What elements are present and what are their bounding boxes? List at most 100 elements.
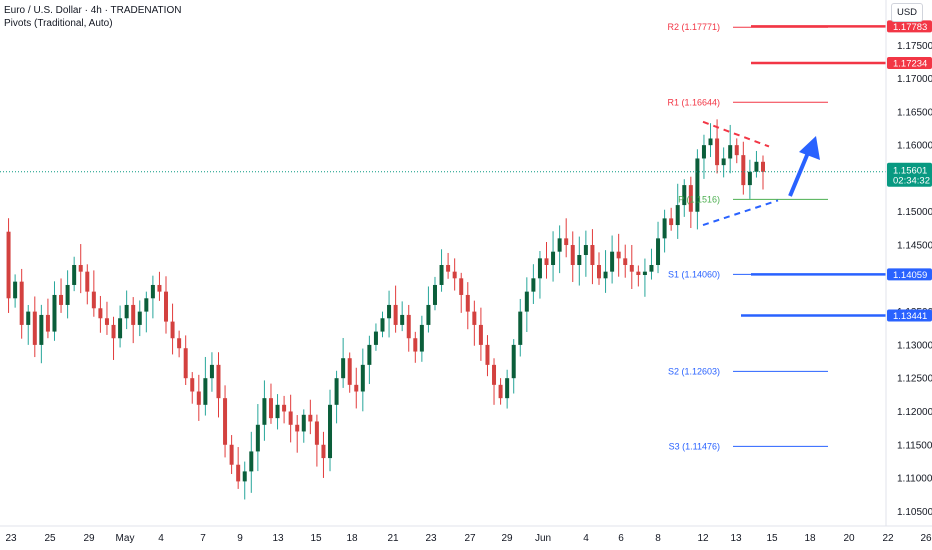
- candle-body: [465, 294, 470, 312]
- time-tick-label: 26: [920, 533, 932, 544]
- time-tick-label: Jun: [535, 533, 551, 544]
- candle-body: [419, 324, 424, 352]
- time-tick-label: 15: [766, 533, 778, 544]
- candle-body: [39, 314, 44, 345]
- candle-body: [701, 145, 706, 159]
- candle-body: [577, 255, 582, 265]
- candle-body: [360, 364, 365, 392]
- resistance-trendline: [702, 120, 770, 148]
- candle-body: [741, 155, 746, 186]
- candle-body: [262, 398, 267, 425]
- pivot-label: P (1.1516): [678, 194, 720, 204]
- candle-body: [52, 294, 57, 332]
- price-tick-label: 1.16000: [897, 141, 932, 152]
- price-tick-label: 1.12000: [897, 407, 932, 418]
- projection-arrow-head: [799, 136, 820, 160]
- candle-body: [682, 185, 687, 206]
- candle-body: [282, 404, 287, 412]
- time-tick-label: 29: [501, 533, 513, 544]
- candle-body: [636, 271, 641, 275]
- candle-body: [72, 264, 77, 285]
- chart-legend-indicator[interactable]: Pivots (Traditional, Auto): [4, 18, 113, 29]
- candle-body: [728, 145, 733, 159]
- candle-body: [111, 324, 116, 339]
- candle-body: [721, 158, 726, 166]
- candle-body: [98, 308, 103, 319]
- candle-body: [301, 414, 306, 432]
- candle-body: [157, 284, 162, 292]
- candle-body: [19, 281, 24, 325]
- price-tick-label: 1.16500: [897, 107, 932, 118]
- candle-body: [426, 304, 431, 325]
- candle-body: [354, 384, 359, 392]
- pivot-label: R1 (1.16644): [667, 97, 720, 107]
- candle-body: [183, 348, 188, 379]
- time-tick-label: 15: [310, 533, 322, 544]
- price-badge-label: 1.13441: [893, 311, 927, 322]
- candle-body: [59, 294, 64, 305]
- candle-body: [629, 264, 634, 272]
- candle-body: [308, 414, 313, 422]
- price-badges: 1.17783 1.17234 1.14059 1.13441 1.1560102:34…: [887, 20, 932, 322]
- candle-body: [754, 161, 759, 172]
- pivot-label: R2 (1.17771): [667, 22, 720, 32]
- candle-body: [150, 284, 155, 299]
- candle-body: [91, 291, 96, 309]
- candle-body: [328, 404, 333, 459]
- time-tick-label: 20: [843, 533, 855, 544]
- chart-legend-title[interactable]: Euro / U.S. Dollar · 4h · TRADENATION: [4, 5, 182, 16]
- candle-body: [708, 138, 713, 146]
- time-tick-label: 12: [697, 533, 709, 544]
- candle-body: [268, 398, 273, 419]
- last-price-countdown: 02:34:32: [893, 176, 930, 187]
- price-tick-label: 1.11000: [897, 474, 932, 485]
- price-badge: [887, 56, 932, 69]
- candle-body: [669, 218, 674, 226]
- candle-body: [478, 324, 483, 345]
- price-tick-label: 1.14500: [897, 241, 932, 252]
- candle-body: [610, 251, 615, 272]
- time-tick-label: 27: [464, 533, 476, 544]
- price-badge-label: 1.17783: [893, 22, 927, 33]
- time-tick-label: 6: [618, 533, 624, 544]
- candle-body: [675, 205, 680, 226]
- candle-body: [688, 185, 693, 212]
- level-lines-layer: R2 (1.17771) R1 (1.16644) P (1.1516) S1 (1.…: [0, 22, 886, 451]
- candle-body: [170, 321, 175, 339]
- price-badge: [887, 309, 932, 322]
- pivot-label: S3 (1.11476): [669, 441, 720, 451]
- last-price-badge: [887, 162, 932, 187]
- time-tick-label: 13: [272, 533, 284, 544]
- candle-body: [137, 311, 142, 325]
- candle-body: [557, 238, 562, 252]
- candle-body: [446, 264, 451, 272]
- time-tick-label: 4: [158, 533, 164, 544]
- candle-body: [524, 291, 529, 312]
- candle-body: [177, 338, 182, 349]
- candle-body: [485, 344, 490, 365]
- candle-body: [616, 251, 621, 259]
- candle-body: [715, 138, 720, 166]
- pivot-label: S1 (1.14060): [668, 269, 720, 279]
- candle-body: [341, 358, 346, 379]
- candle-body: [400, 314, 405, 325]
- candle-body: [662, 218, 667, 239]
- candle-body: [649, 264, 654, 272]
- candle-body: [695, 158, 700, 212]
- price-tick-label: 1.11500: [897, 440, 932, 451]
- candle-body: [65, 284, 70, 305]
- price-tick-label: 1.12500: [897, 374, 932, 385]
- currency-selector[interactable]: USD: [891, 3, 923, 22]
- annotations-layer: [702, 120, 820, 226]
- time-axis[interactable]: 23 25 29 May 4 7 9 13 15 18 21 23 27 29 Jun 4 6 8 12 13 15 18…: [5, 533, 932, 544]
- candle-body: [642, 271, 647, 275]
- candle-body: [367, 344, 372, 365]
- projection-arrow-shaft: [788, 147, 812, 197]
- candle-body: [209, 364, 214, 379]
- candle-body: [492, 364, 497, 385]
- pivot-label: S2 (1.12603): [668, 366, 720, 376]
- time-tick-label: May: [116, 533, 135, 544]
- candle-body: [288, 411, 293, 425]
- candle-body: [603, 271, 608, 279]
